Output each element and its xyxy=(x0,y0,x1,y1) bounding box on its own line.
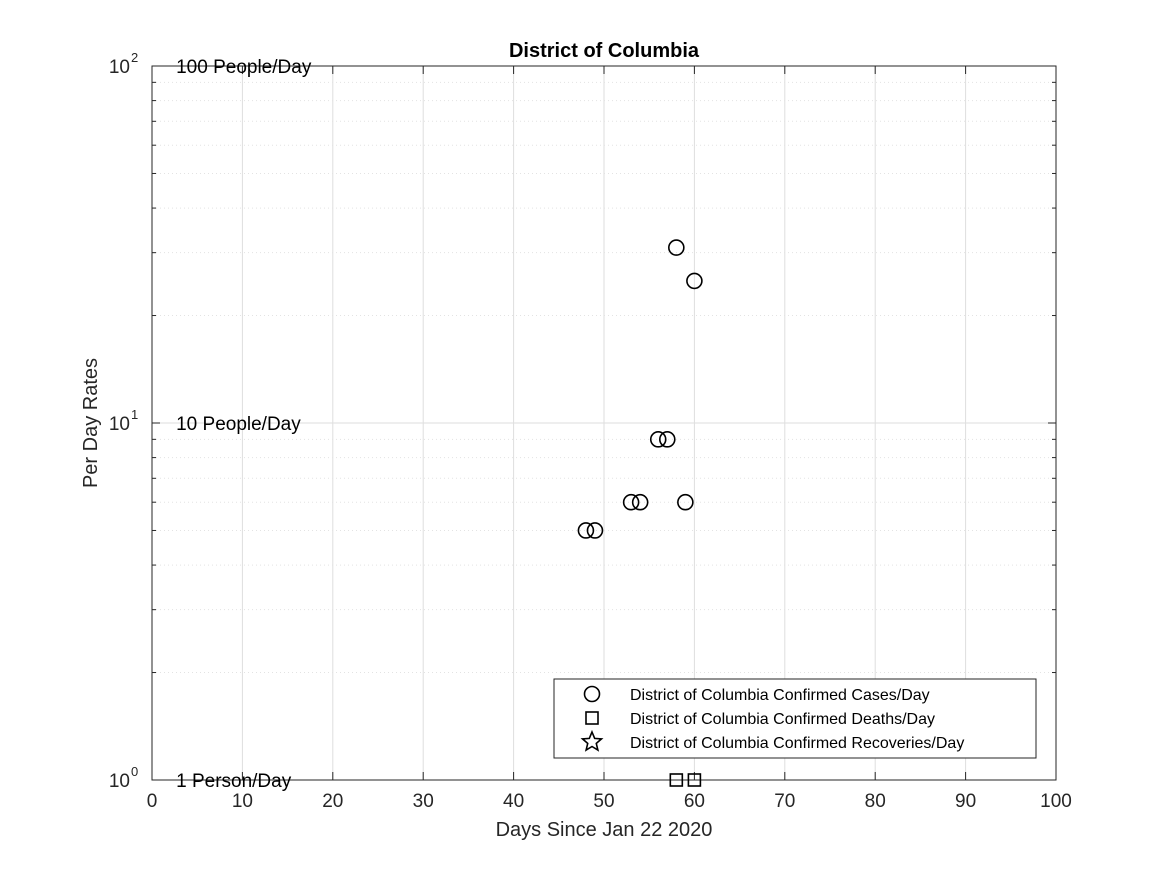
annotation-label: 10 People/Day xyxy=(176,414,301,435)
x-tick-label: 70 xyxy=(774,791,795,812)
legend-box xyxy=(553,678,1037,759)
legend-entry: District of Columbia Confirmed Recoverie… xyxy=(580,729,964,752)
x-tick-label: 0 xyxy=(147,791,158,812)
y-axis-label: Per Day Rates xyxy=(80,358,102,488)
deaths-point xyxy=(687,773,702,787)
x-tick-label: 30 xyxy=(413,791,434,812)
legend-entry-label: District of Columbia Confirmed Recoverie… xyxy=(630,735,964,752)
legend-circle-icon xyxy=(583,685,601,703)
x-tick-label: 10 xyxy=(232,791,253,812)
axes-frame xyxy=(151,65,1057,781)
cases-point xyxy=(668,239,685,256)
legend-star-icon xyxy=(580,729,604,752)
grid-layer xyxy=(152,66,1056,780)
legend-square-icon xyxy=(585,711,599,725)
y-tick-label-exponent: 2 xyxy=(131,50,138,65)
annotation-layer: 100 People/Day 10 People/Day 1 Person/Day xyxy=(176,57,312,792)
deaths-point xyxy=(669,773,684,787)
annotation-label: 1 Person/Day xyxy=(176,771,292,792)
y-tick-label-exponent: 0 xyxy=(131,764,138,779)
legend-entry: District of Columbia Confirmed Cases/Day xyxy=(583,685,930,704)
x-tick-label: 50 xyxy=(593,791,614,812)
x-tick-label: 40 xyxy=(503,791,524,812)
cases-point xyxy=(631,493,649,511)
legend-entries: District of Columbia Confirmed Cases/Day… xyxy=(580,685,964,752)
y-tick-label-exponent: 1 xyxy=(131,407,138,422)
marker-layer xyxy=(577,239,703,787)
cases-point xyxy=(677,493,694,511)
cases-point xyxy=(586,522,604,539)
x-tick-label: 80 xyxy=(865,791,886,812)
annotation-label: 100 People/Day xyxy=(176,57,312,78)
x-tick-label: 100 xyxy=(1040,791,1072,812)
cases-point xyxy=(622,493,640,511)
legend-entry-label: District of Columbia Confirmed Deaths/Da… xyxy=(630,711,935,728)
y-tick-label: 10 2 xyxy=(109,50,138,78)
x-tick-label: 60 xyxy=(684,791,705,812)
y-tick-label: 10 0 xyxy=(109,764,138,792)
x-tick-label: 20 xyxy=(322,791,343,812)
legend-entry-label: District of Columbia Confirmed Cases/Day xyxy=(630,687,930,704)
chart-title: District of Columbia xyxy=(509,40,700,62)
y-tick-label-base: 10 xyxy=(109,771,130,792)
cases-point xyxy=(686,272,703,290)
y-tick-label-base: 10 xyxy=(109,414,130,435)
cases-point xyxy=(577,522,595,539)
y-tick-label-base: 10 xyxy=(109,57,130,78)
legend-entry: District of Columbia Confirmed Deaths/Da… xyxy=(585,711,935,728)
cases-point xyxy=(658,431,676,448)
x-axis-label: Days Since Jan 22 2020 xyxy=(496,819,713,841)
cases-point xyxy=(649,431,667,448)
y-tick-label: 10 1 xyxy=(109,407,138,435)
x-tick-label: 90 xyxy=(955,791,976,812)
legend: District of Columbia Confirmed Cases/Day… xyxy=(553,678,1037,759)
